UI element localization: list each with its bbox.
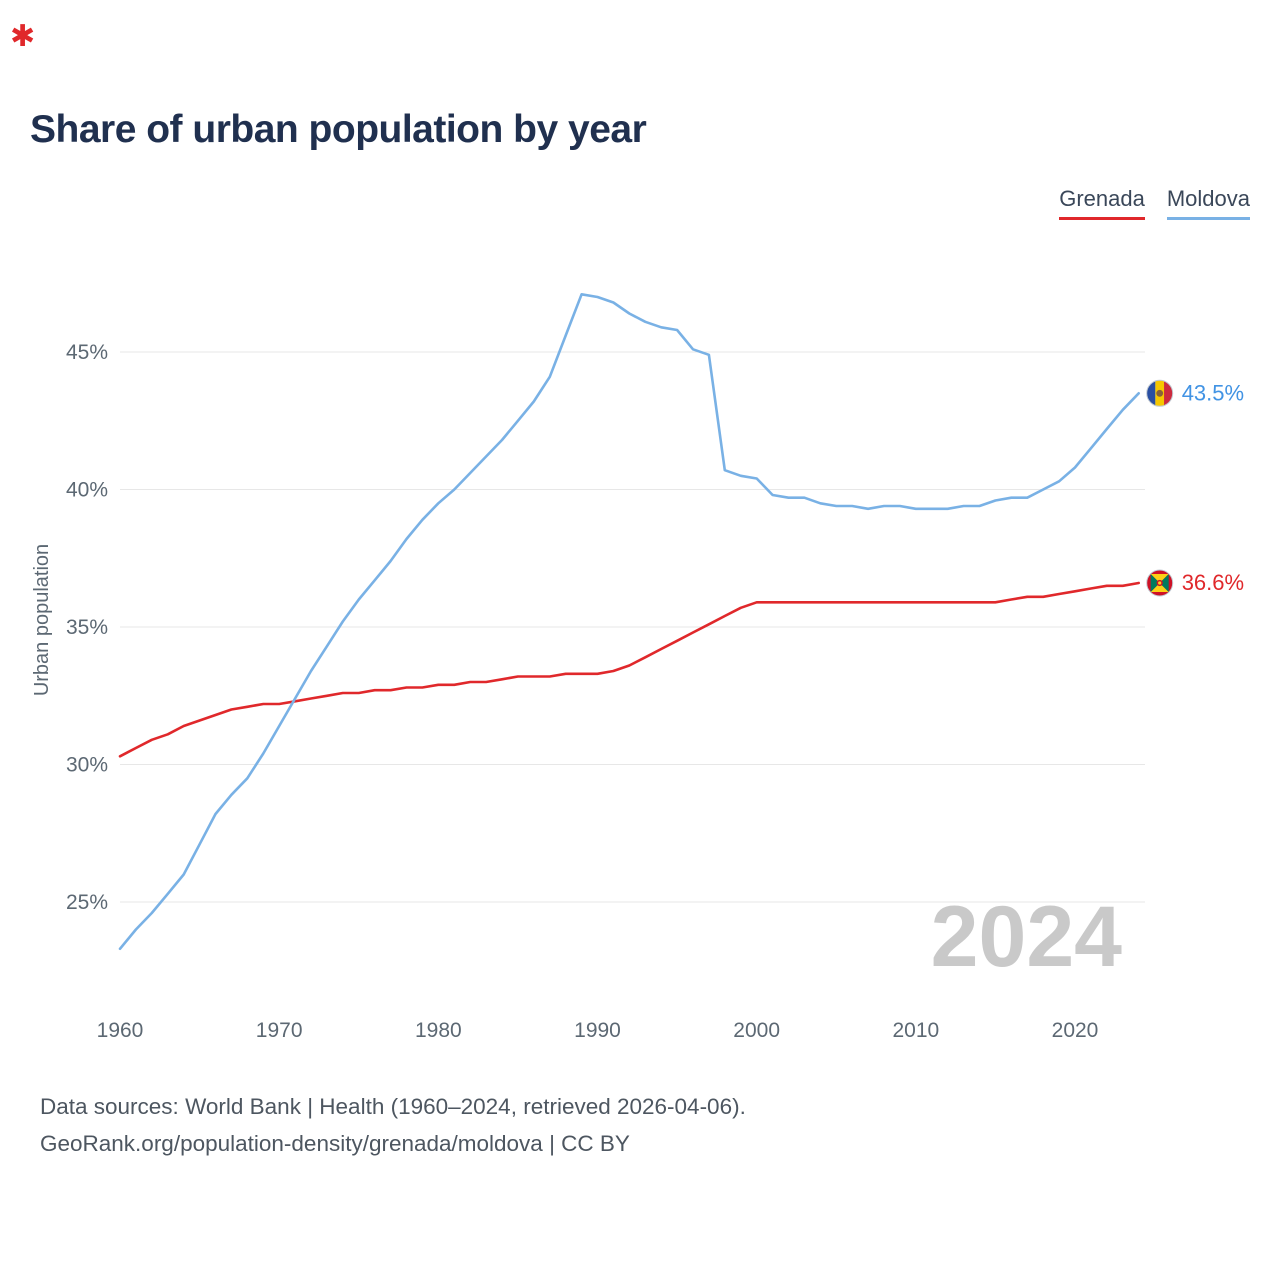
legend-item-moldova[interactable]: Moldova <box>1166 186 1250 220</box>
watermark-year: 2024 <box>931 889 1122 985</box>
x-axis-ticks: 1960 1970 1980 1990 2000 2010 2020 <box>97 1019 1099 1042</box>
y-tick-label: 30% <box>66 754 108 777</box>
x-tick-label: 1960 <box>97 1019 144 1042</box>
y-tick-label: 45% <box>66 341 108 364</box>
grenada-line[interactable] <box>118 581 1140 758</box>
footer-sources-line: Data sources: World Bank | Health (1960–… <box>40 1094 746 1119</box>
y-tick-label: 35% <box>66 616 108 639</box>
gridlines <box>120 351 1145 903</box>
moldova-line[interactable] <box>118 292 1140 951</box>
x-tick-label: 2010 <box>892 1019 939 1042</box>
x-tick-label: 2020 <box>1052 1019 1099 1042</box>
footer: Data sources: World Bank | Health (1960–… <box>40 1088 746 1162</box>
y-tick-label: 40% <box>66 479 108 502</box>
grenada-end-label: 36.6% <box>1146 569 1244 597</box>
y-tick-label: 25% <box>66 891 108 914</box>
x-tick-label: 2000 <box>733 1019 780 1042</box>
x-tick-label: 1980 <box>415 1019 462 1042</box>
brand-mark-icon: ✱ <box>10 20 36 53</box>
legend: Grenada Moldova <box>1059 186 1250 220</box>
y-axis-label: Urban population <box>31 544 53 696</box>
grenada-flag-icon <box>1146 569 1174 597</box>
moldova-end-value: 43.5% <box>1182 380 1244 405</box>
legend-item-grenada[interactable]: Grenada <box>1059 186 1145 220</box>
footer-link-line: GeoRank.org/population-density/grenada/m… <box>40 1131 630 1156</box>
x-tick-label: 1970 <box>256 1019 303 1042</box>
moldova-flag-icon <box>1146 379 1174 407</box>
x-tick-label: 1990 <box>574 1019 621 1042</box>
grenada-end-value: 36.6% <box>1182 570 1244 595</box>
series-lines <box>118 292 1140 951</box>
y-axis-ticks: 25% 30% 35% 40% 45% <box>66 341 108 914</box>
moldova-end-label: 43.5% <box>1146 379 1244 407</box>
page-title: Share of urban population by year <box>30 108 647 151</box>
